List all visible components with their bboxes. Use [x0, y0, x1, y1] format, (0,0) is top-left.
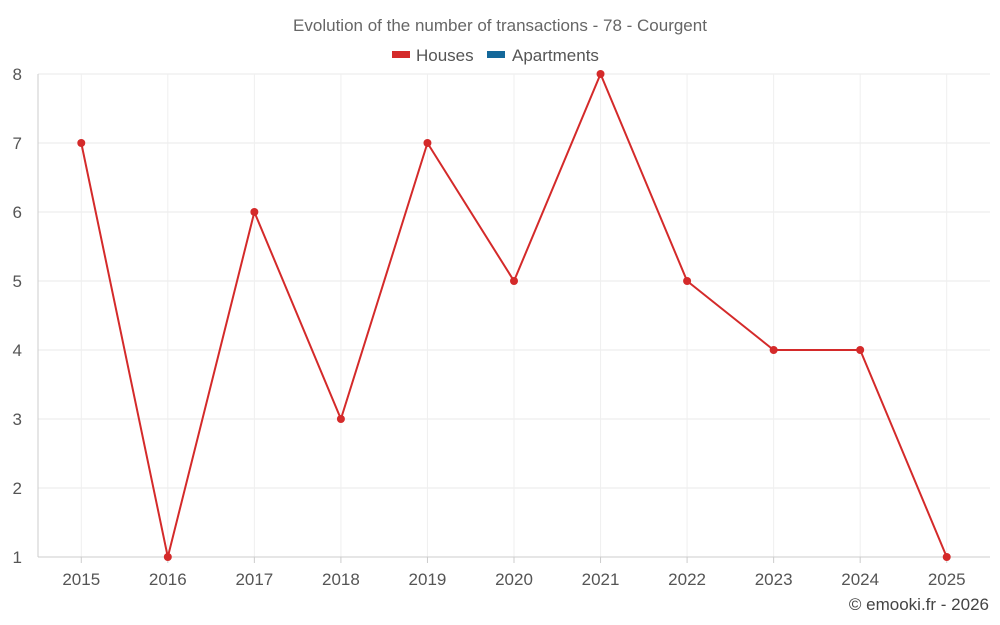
credit: © emooki.fr - 2026: [849, 595, 989, 614]
legend-label-houses[interactable]: Houses: [416, 46, 474, 65]
y-tick-label: 5: [13, 272, 22, 291]
data-point-houses-2019[interactable]: [423, 139, 432, 147]
y-axis-ticks: 1 2 3 4 5 6 7 8: [13, 65, 22, 567]
data-point-houses-2023[interactable]: [769, 346, 778, 354]
y-tick-label: 1: [13, 548, 22, 567]
y-tick-label: 8: [13, 65, 22, 84]
y-tick-label: 3: [13, 410, 22, 429]
y-tick-label: 7: [13, 134, 22, 153]
y-tick-label: 4: [13, 341, 22, 360]
y-tick-label: 6: [13, 203, 22, 222]
x-tick-label: 2016: [149, 570, 187, 589]
data-point-houses-2025[interactable]: [942, 553, 951, 561]
data-point-houses-2022[interactable]: [683, 277, 692, 285]
series-layer: [77, 70, 951, 561]
y-tick-label: 2: [13, 479, 22, 498]
legend[interactable]: Houses Apartments: [392, 46, 599, 65]
x-tick-label: 2017: [235, 570, 273, 589]
legend-label-apartments[interactable]: Apartments: [512, 46, 599, 65]
legend-swatch-houses[interactable]: [392, 51, 410, 58]
data-point-houses-2017[interactable]: [250, 208, 259, 216]
data-point-houses-2016[interactable]: [163, 553, 172, 561]
legend-swatch-apartments[interactable]: [487, 51, 505, 58]
grid: [38, 73, 990, 557]
x-tick-label: 2015: [62, 570, 100, 589]
axes: [37, 74, 990, 563]
x-tick-label: 2023: [755, 570, 793, 589]
x-tick-label: 2024: [841, 570, 879, 589]
chart-title: Evolution of the number of transactions …: [293, 16, 707, 35]
x-tick-label: 2018: [322, 570, 360, 589]
x-tick-label: 2025: [928, 570, 966, 589]
x-tick-label: 2022: [668, 570, 706, 589]
data-point-houses-2018[interactable]: [336, 415, 345, 423]
data-point-houses-2024[interactable]: [856, 346, 865, 354]
x-tick-label: 2020: [495, 570, 533, 589]
data-point-houses-2015[interactable]: [77, 139, 86, 147]
x-tick-label: 2021: [582, 570, 620, 589]
x-axis-ticks: 2015 2016 2017 2018 2019 2020 2021 2022 2023 2024…: [62, 570, 965, 589]
x-tick-label: 2019: [409, 570, 447, 589]
data-point-houses-2021[interactable]: [596, 70, 605, 78]
data-point-houses-2020[interactable]: [510, 277, 518, 285]
